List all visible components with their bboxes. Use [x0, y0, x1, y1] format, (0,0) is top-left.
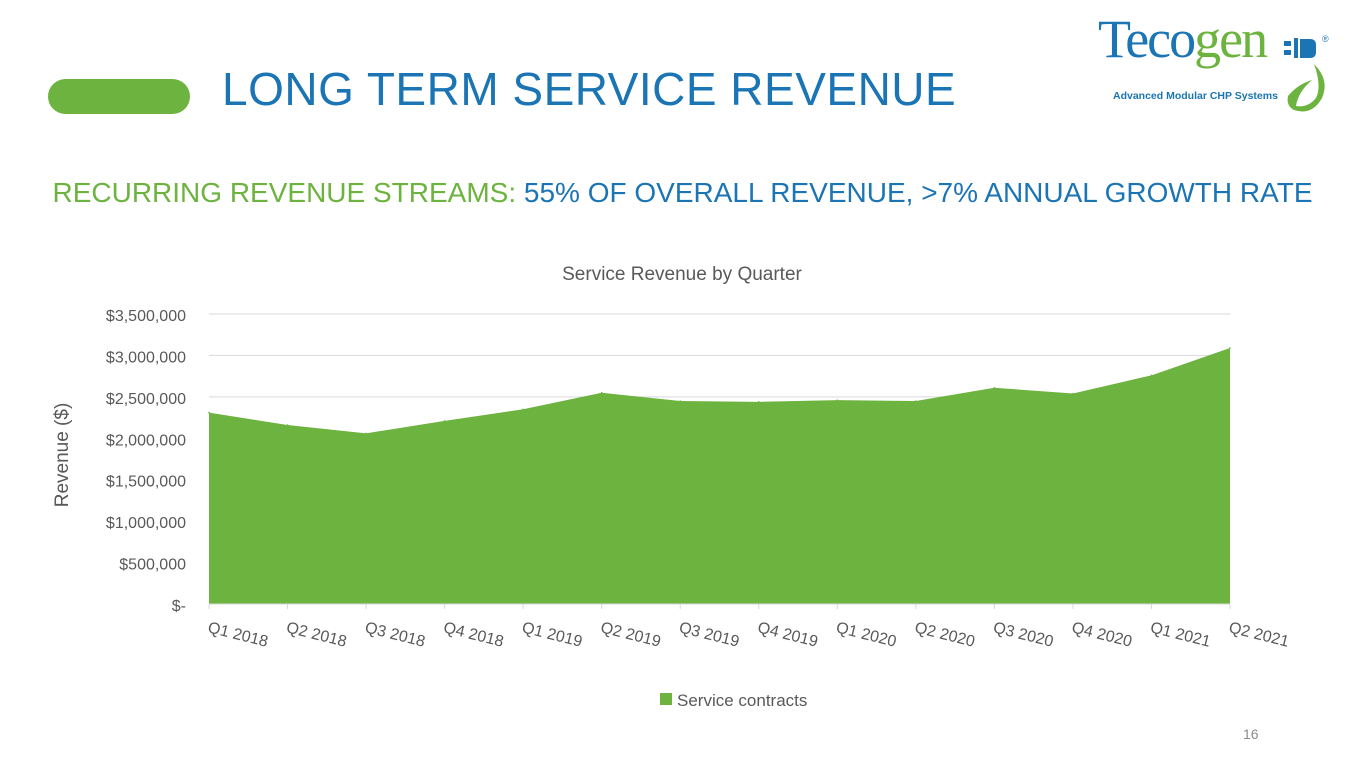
accent-bar: [48, 79, 190, 114]
y-tick-label: $3,000,000: [106, 349, 186, 366]
registered-mark: ®: [1322, 34, 1329, 44]
area-service-contracts: [209, 347, 1230, 604]
logo-tagline: Advanced Modular CHP Systems: [1113, 90, 1278, 102]
y-tick-label: $3,500,000: [106, 308, 186, 325]
data-point: [1072, 392, 1074, 395]
y-tick-label: $1,000,000: [106, 515, 186, 532]
legend-swatch: [660, 693, 672, 705]
x-tick-label: Q3 2018: [363, 619, 427, 650]
data-point: [600, 391, 603, 394]
x-tick-label: Q3 2020: [991, 619, 1055, 650]
y-tick-labels: $- $500,000 $1,000,000 $1,500,000 $2,000,000…: [106, 308, 186, 615]
logo-word-teco: Teco: [1098, 9, 1196, 69]
chart-title: Service Revenue by Quarter: [562, 264, 802, 285]
y-tick-label: $500,000: [119, 557, 186, 574]
x-tick-label: Q2 2018: [285, 619, 349, 650]
x-tick-label: Q2 2020: [913, 619, 977, 650]
data-point: [836, 399, 839, 401]
x-tick-label: Q1 2021: [1148, 619, 1212, 650]
x-tick-label: Q1 2020: [834, 619, 898, 650]
x-tick-label: Q2 2021: [1227, 619, 1291, 650]
tecogen-logo: Tecogen ® Advanced Modular CHP Systems: [1096, 12, 1336, 124]
area-series: [208, 347, 1231, 604]
data-point: [1229, 347, 1231, 349]
data-point: [1150, 374, 1153, 377]
page-title: LONG TERM SERVICE REVENUE: [222, 63, 957, 115]
x-tick-labels: Q1 2018 Q2 2018 Q3 2018 Q4 2018 Q1 2019 Q2 20…: [206, 619, 1291, 650]
x-tick-label: Q3 2019: [677, 619, 741, 650]
page-number: 16: [1243, 726, 1259, 742]
logo-wordmark: Tecogen: [1098, 9, 1268, 69]
legend: Service contracts: [660, 691, 807, 710]
data-point: [365, 432, 367, 435]
data-point: [522, 408, 524, 411]
subtitle: RECURRING REVENUE STREAMS: 55% OF OVERAL…: [0, 177, 1365, 209]
x-axis: [208, 603, 1231, 609]
data-point: [993, 386, 996, 389]
x-tick-label: Q2 2019: [599, 619, 663, 650]
logo-word-gen: gen: [1194, 9, 1268, 69]
data-point: [915, 400, 917, 402]
y-axis-label: Revenue ($): [52, 403, 73, 508]
data-point: [679, 400, 682, 402]
subtitle-blue: 55% OF OVERALL REVENUE, >7% ANNUAL GROWT…: [523, 177, 1313, 208]
x-tick-label: Q4 2020: [1070, 619, 1134, 650]
x-tick-label: Q1 2019: [520, 619, 584, 650]
data-point: [757, 401, 760, 403]
y-tick-label: $2,000,000: [106, 432, 186, 449]
subtitle-green: RECURRING REVENUE STREAMS:: [52, 177, 524, 208]
x-tick-label: Q1 2018: [206, 619, 270, 650]
y-tick-label: $2,500,000: [106, 391, 186, 408]
data-point: [286, 424, 289, 426]
legend-label: Service contracts: [677, 691, 807, 710]
plug-leaf-icon: [1284, 38, 1325, 112]
data-point: [208, 411, 210, 414]
data-point: [443, 420, 446, 422]
x-tick-label: Q4 2019: [756, 619, 820, 650]
x-tick-label: Q4 2018: [442, 619, 506, 650]
y-tick-label: $-: [172, 598, 186, 615]
y-tick-label: $1,500,000: [106, 474, 186, 491]
